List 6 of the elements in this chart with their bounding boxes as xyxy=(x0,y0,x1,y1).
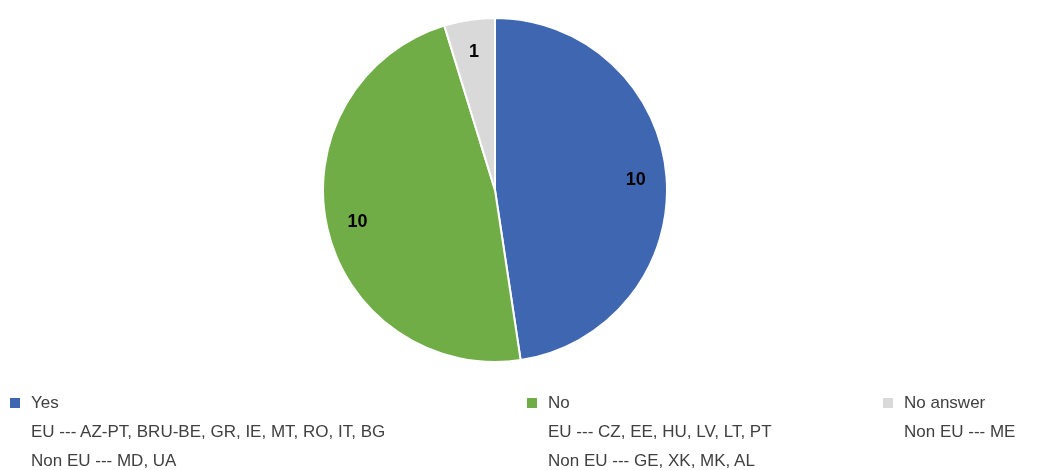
data-label: 10 xyxy=(625,169,646,190)
legend-label: No EU --- CZ, EE, HU, LV, LT, PT Non EU --- GE, XK, MK, AL xyxy=(547,392,772,470)
data-label: 10 xyxy=(347,211,368,232)
legend-label: Yes EU --- AZ-PT, BRU-BE, GR, IE, MT, RO, IT, BG Non EU --- MD, UA xyxy=(30,392,386,470)
legend-label: No answer Non EU --- ME xyxy=(903,392,1016,443)
data-label: 1 xyxy=(468,40,479,61)
